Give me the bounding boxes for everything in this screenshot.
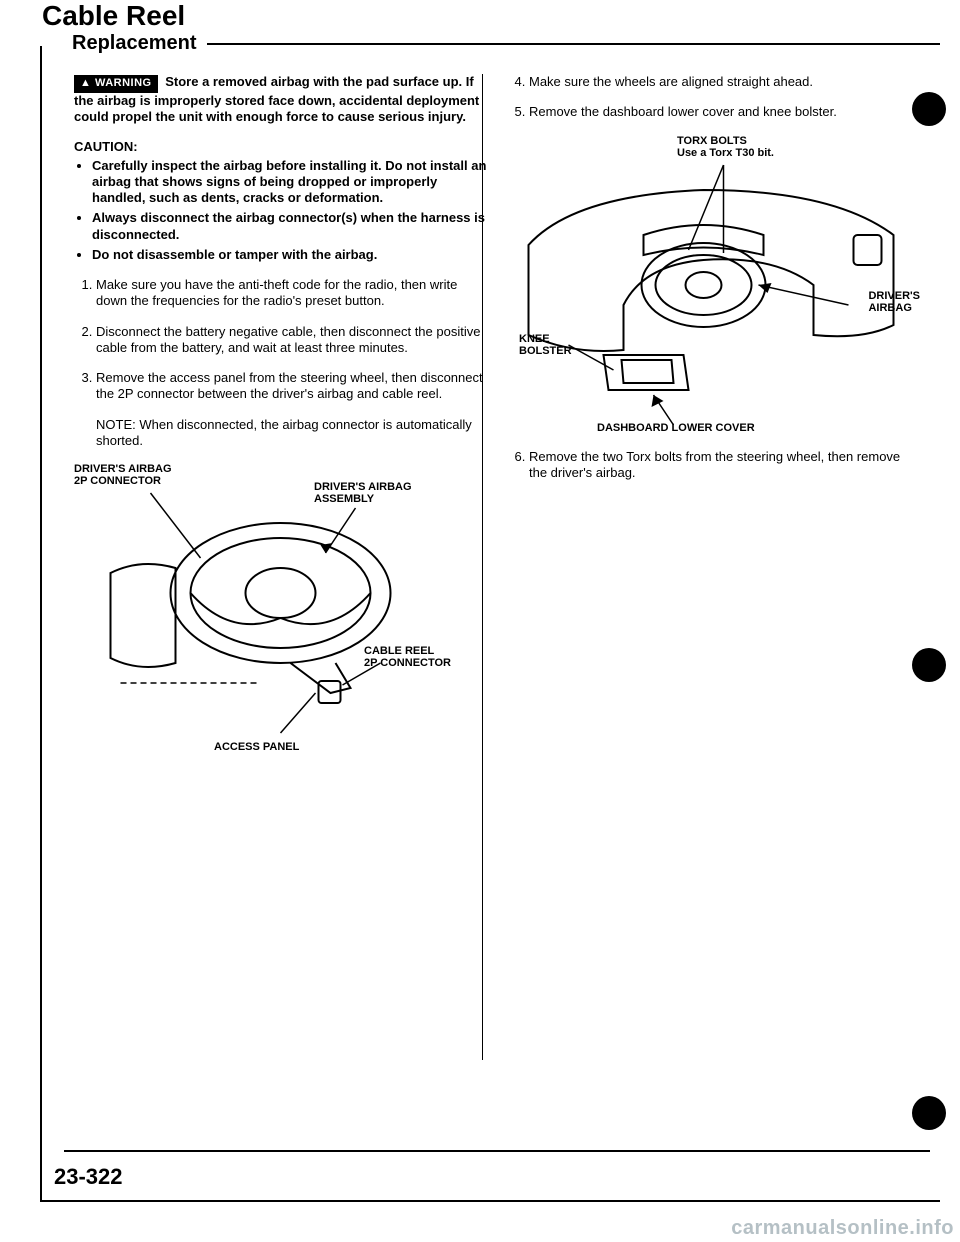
page-frame: Cable Reel Replacement ▲ WARNING Store a… xyxy=(40,44,940,1202)
caution-heading: CAUTION: xyxy=(74,139,487,155)
caution-list: Carefully inspect the airbag before inst… xyxy=(74,158,487,264)
fig1-label-c: CABLE REEL 2P CONNECTOR xyxy=(364,645,451,669)
subtitle-rule xyxy=(207,43,941,45)
punch-dot-icon xyxy=(912,92,946,126)
fig2-label-b: DRIVER'S AIRBAG xyxy=(868,290,920,314)
fig1-label-d: ACCESS PANEL xyxy=(214,741,299,753)
right-steps: Make sure the wheels are aligned straigh… xyxy=(507,74,920,121)
step-item: Remove the access panel from the steerin… xyxy=(96,370,487,403)
watermark-text: carmanualsonline.info xyxy=(731,1217,954,1240)
step-item: Make sure you have the anti-theft code f… xyxy=(96,277,487,310)
caution-item: Always disconnect the airbag connector(s… xyxy=(92,210,487,243)
warning-badge: ▲ WARNING xyxy=(74,75,158,93)
fig2-svg xyxy=(507,135,920,435)
page-number: 23-322 xyxy=(54,1164,123,1190)
figure-2: TORX BOLTS Use a Torx T30 bit. DRIVER'S … xyxy=(507,135,920,435)
figure-1: DRIVER'S AIRBAG 2P CONNECTOR DRIVER'S AI… xyxy=(74,463,487,753)
fig1-label-b: DRIVER'S AIRBAG ASSEMBLY xyxy=(314,481,412,505)
note-text: NOTE: When disconnected, the airbag conn… xyxy=(96,417,487,450)
left-steps: Make sure you have the anti-theft code f… xyxy=(74,277,487,403)
frame-notch xyxy=(38,30,60,46)
right-column: Make sure the wheels are aligned straigh… xyxy=(497,74,930,1140)
punch-dot-icon xyxy=(912,1096,946,1130)
page-title: Cable Reel xyxy=(42,0,189,32)
left-column: ▲ WARNING Store a removed airbag with th… xyxy=(64,74,497,1140)
fig2-label-d: DASHBOARD LOWER COVER xyxy=(597,422,755,434)
caution-item: Do not disassemble or tamper with the ai… xyxy=(92,247,487,263)
step-item: Disconnect the battery negative cable, t… xyxy=(96,324,487,357)
content-columns: ▲ WARNING Store a removed airbag with th… xyxy=(64,74,930,1140)
step-item: Remove the two Torx bolts from the steer… xyxy=(529,449,920,482)
section-subtitle: Replacement xyxy=(62,32,207,55)
fig1-svg xyxy=(74,463,487,753)
step-item: Remove the dashboard lower cover and kne… xyxy=(529,104,920,120)
fig1-label-a: DRIVER'S AIRBAG 2P CONNECTOR xyxy=(74,463,172,487)
bottom-rule xyxy=(64,1150,930,1152)
fig2-label-a: TORX BOLTS Use a Torx T30 bit. xyxy=(677,135,774,159)
caution-item: Carefully inspect the airbag before inst… xyxy=(92,158,487,207)
step-item: Make sure the wheels are aligned straigh… xyxy=(529,74,920,90)
punch-dot-icon xyxy=(912,648,946,682)
right-steps-cont: Remove the two Torx bolts from the steer… xyxy=(507,449,920,482)
subtitle-bar: Replacement xyxy=(62,32,940,55)
warning-paragraph: ▲ WARNING Store a removed airbag with th… xyxy=(74,74,487,125)
fig2-label-c: KNEE BOLSTER xyxy=(519,333,572,357)
